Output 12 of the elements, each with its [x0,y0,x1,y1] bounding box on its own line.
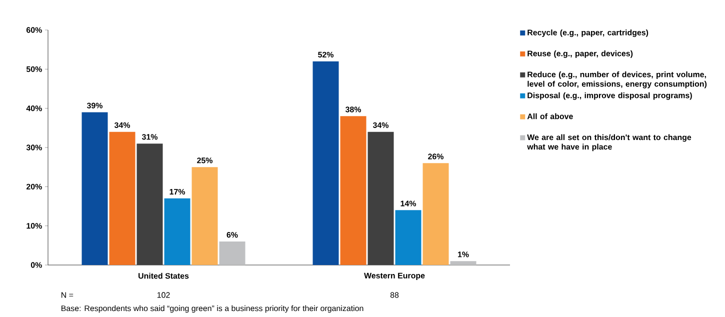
bar [368,132,394,265]
bar [340,116,366,265]
bar [109,132,136,265]
bar [422,163,449,265]
bar [192,167,218,265]
bar [395,210,422,265]
bar [82,112,108,265]
bar [164,198,190,265]
bar [136,144,163,265]
bar [312,61,339,265]
bar [219,242,246,265]
bar [450,261,476,265]
